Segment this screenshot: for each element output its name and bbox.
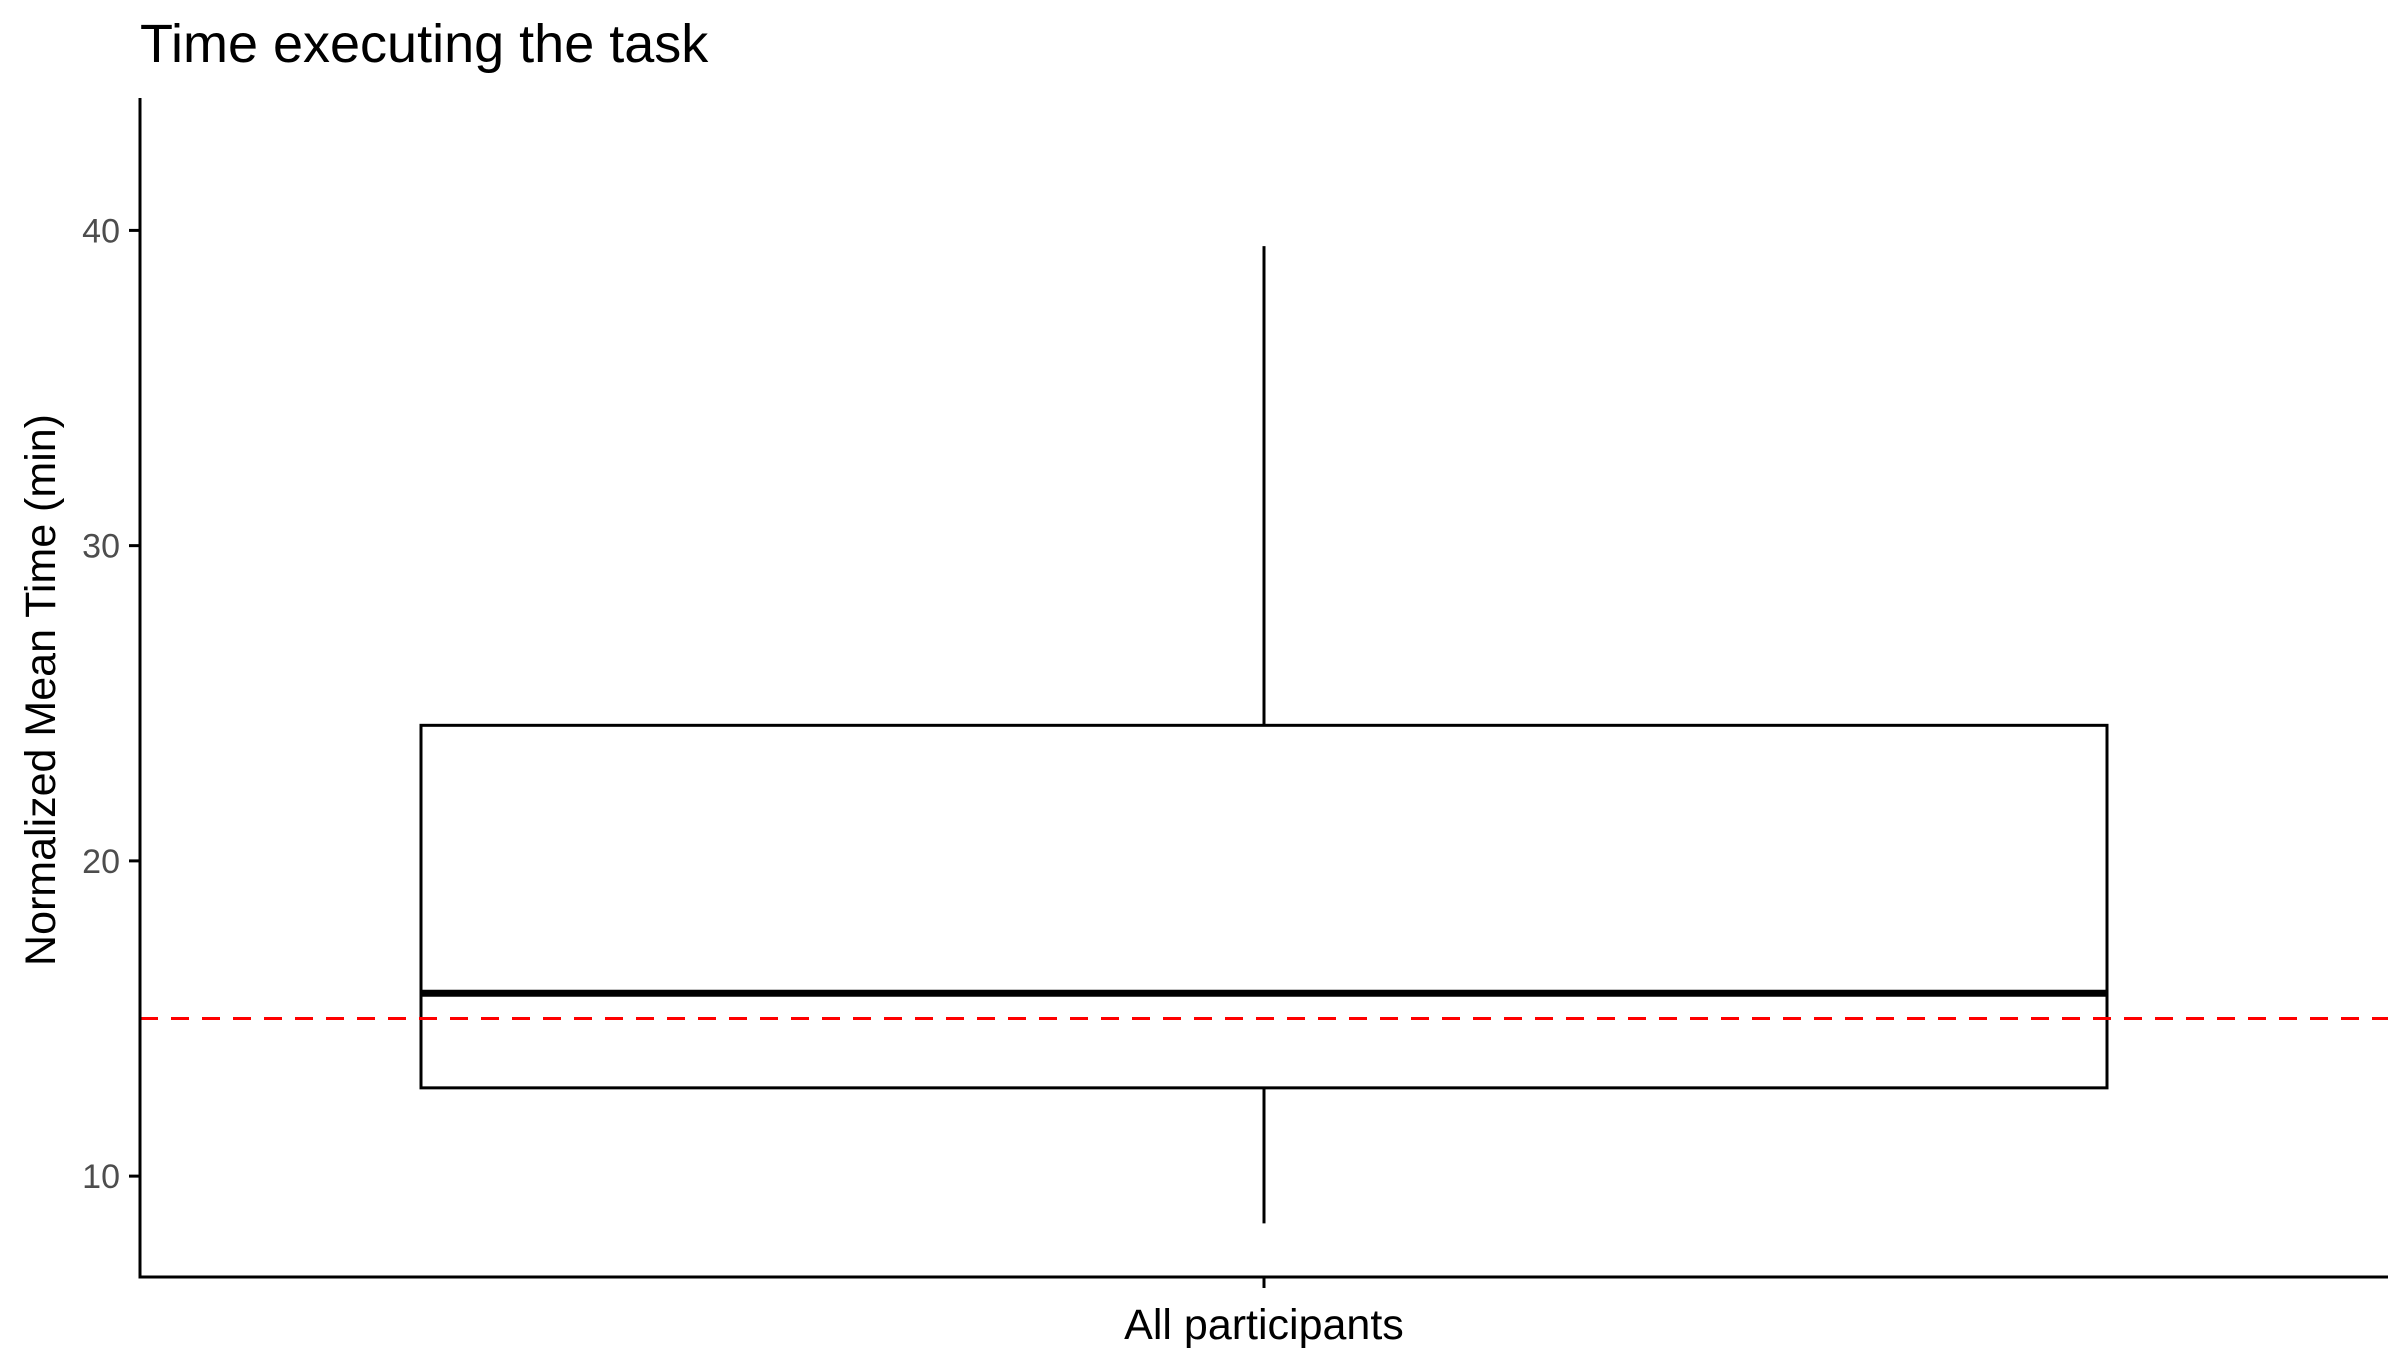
y-tick-label: 40	[82, 212, 120, 250]
x-tick-label: All participants	[1124, 1301, 1404, 1349]
box-1	[419, 246, 2109, 1224]
y-tick-label: 10	[82, 1158, 120, 1196]
y-tick-label: 30	[82, 528, 120, 566]
y-axis-title: Normalized Mean Time (min)	[17, 414, 65, 966]
chart-title: Time executing the task	[140, 14, 709, 74]
y-axis-ticks: 10 20 30 40	[82, 212, 140, 1196]
interquartile-box	[419, 723, 2109, 1090]
y-tick-label: 20	[82, 843, 120, 881]
x-axis-ticks: All participants	[1124, 1277, 1404, 1349]
boxes-group	[419, 246, 2109, 1224]
